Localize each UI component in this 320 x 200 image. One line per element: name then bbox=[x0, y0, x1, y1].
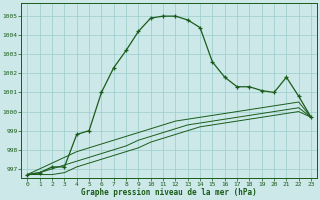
X-axis label: Graphe pression niveau de la mer (hPa): Graphe pression niveau de la mer (hPa) bbox=[81, 188, 257, 197]
